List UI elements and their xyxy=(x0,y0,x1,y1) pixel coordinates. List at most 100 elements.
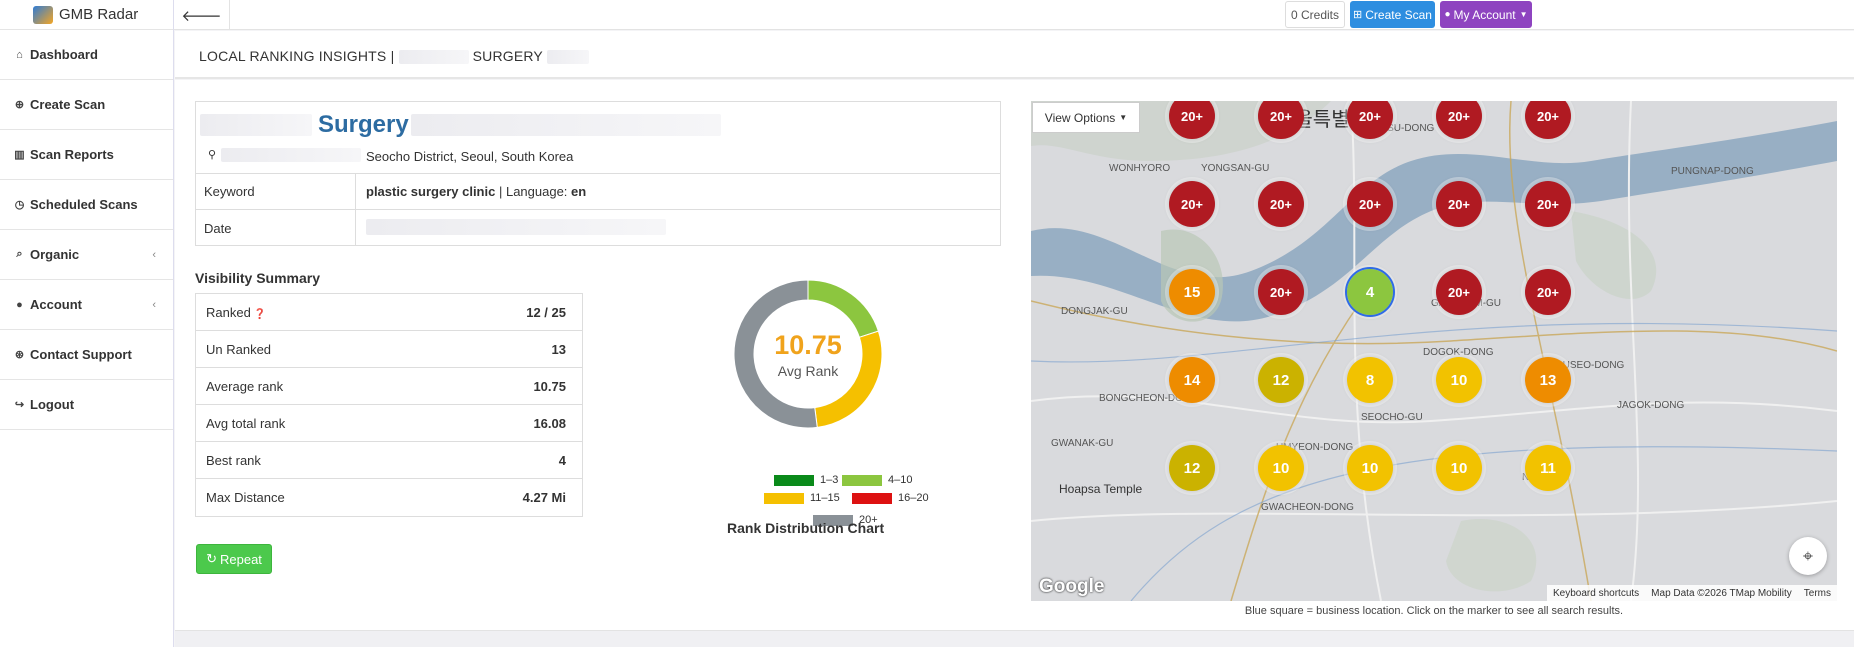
top-bar: 🡐 0 Credits ⊞ Create Scan ● My Account ▼ xyxy=(174,0,1854,30)
rank-marker[interactable]: 20+ xyxy=(1258,101,1304,139)
rank-marker[interactable]: 10 xyxy=(1436,357,1482,403)
rank-marker[interactable]: 11 xyxy=(1525,445,1571,491)
plus-circle-icon: ⊕ xyxy=(14,99,25,111)
rank-marker[interactable]: 12 xyxy=(1169,445,1215,491)
legend-label: 4–10 xyxy=(888,474,913,486)
visibility-summary-table: Ranked ❓ 12 / 25 Un Ranked 13 Average rank 10… xyxy=(195,293,583,517)
google-logo: Google xyxy=(1039,576,1105,597)
map-place-label: GWACHEON-DONG xyxy=(1261,502,1354,513)
legend-swatch xyxy=(774,474,814,486)
map-place-label: DONGJAK-GU xyxy=(1061,306,1128,317)
rank-marker[interactable]: 20+ xyxy=(1169,101,1215,139)
business-name[interactable]: Surgery xyxy=(318,111,409,138)
visibility-row: Max Distance 4.27 Mi xyxy=(196,479,582,516)
brand[interactable]: GMB Radar xyxy=(0,0,173,30)
map-place-label: YONGSAN-GU xyxy=(1201,163,1270,174)
rank-marker[interactable]: 20+ xyxy=(1347,101,1393,139)
redacted-text xyxy=(366,218,666,235)
create-scan-button[interactable]: ⊞ Create Scan xyxy=(1350,1,1435,28)
my-account-button[interactable]: ● My Account ▼ xyxy=(1440,1,1532,28)
terms-link[interactable]: Terms xyxy=(1803,587,1831,599)
recenter-map-button[interactable]: ⌖ xyxy=(1789,537,1827,575)
legend-item[interactable]: 4–10 xyxy=(842,474,912,486)
map-place-label: GWANAK-GU xyxy=(1051,438,1114,449)
sidebar-item-label: Contact Support xyxy=(30,347,132,362)
legend-item[interactable]: 1–3 xyxy=(774,474,838,486)
sidebar-item-label: Logout xyxy=(30,397,75,412)
rank-marker[interactable]: 20+ xyxy=(1436,101,1482,139)
lifebuoy-icon: ⊛ xyxy=(14,349,25,361)
sidebar-item-label: Dashboard xyxy=(30,47,98,62)
back-arrow-button[interactable]: 🡐 xyxy=(174,0,230,30)
visibility-row-value: 4.27 Mi xyxy=(522,490,566,505)
map-note: Blue square = business location. Click o… xyxy=(1244,605,1624,617)
sidebar-item-scheduled-scans[interactable]: ◷ Scheduled Scans xyxy=(0,180,173,230)
legend-item[interactable]: 11–15 xyxy=(764,492,840,504)
rank-marker[interactable]: 10 xyxy=(1258,445,1304,491)
sidebar-item-organic[interactable]: ⌕ Organic ‹ xyxy=(0,230,173,280)
repeat-button[interactable]: ↻ Repeat xyxy=(196,544,272,574)
avg-rank-value: 10.75 xyxy=(774,329,842,360)
sidebar-item-account[interactable]: ● Account ‹ xyxy=(0,280,173,330)
redacted-text xyxy=(200,114,312,136)
rank-marker[interactable]: 20+ xyxy=(1525,269,1571,315)
chart-title: Rank Distribution Chart xyxy=(727,520,885,536)
rank-marker[interactable]: 12 xyxy=(1258,357,1304,403)
language-label: | Language: xyxy=(498,184,568,199)
rank-marker[interactable]: 13 xyxy=(1525,357,1571,403)
rank-marker[interactable]: 20+ xyxy=(1258,181,1304,227)
rank-marker[interactable]: 15 xyxy=(1169,269,1215,315)
map-place-label: WONHYORO xyxy=(1109,163,1171,174)
legend-swatch xyxy=(813,514,853,526)
rank-marker[interactable]: 14 xyxy=(1169,357,1215,403)
rank-marker[interactable]: 8 xyxy=(1347,357,1393,403)
help-icon[interactable]: ❓ xyxy=(250,308,267,320)
page-title: LOCAL RANKING INSIGHTS | SURGERY xyxy=(199,48,589,65)
view-options-button[interactable]: View Options ▼ xyxy=(1032,102,1140,133)
legend-swatch xyxy=(764,492,804,504)
rank-marker[interactable]: 10 xyxy=(1436,445,1482,491)
footer-bar xyxy=(175,630,1854,647)
rank-marker[interactable]: 4 xyxy=(1345,267,1395,317)
sidebar-item-create-scan[interactable]: ⊕ Create Scan xyxy=(0,80,173,130)
map-place-label: PUNGNAP-DONG xyxy=(1671,166,1754,177)
sidebar-item-label: Account xyxy=(30,297,82,312)
arrow-left-icon: 🡐 xyxy=(181,7,222,25)
map-place-label: SUSEO-DONG xyxy=(1556,360,1625,371)
map-place-label: BONGCHEON-DONG xyxy=(1099,393,1198,404)
sidebar-item-contact-support[interactable]: ⊛ Contact Support xyxy=(0,330,173,380)
donut-chart-svg xyxy=(733,279,883,429)
visibility-row: Un Ranked 13 xyxy=(196,331,582,368)
chevron-left-icon: ‹ xyxy=(152,298,156,311)
rank-marker[interactable]: 20+ xyxy=(1169,181,1215,227)
sidebar-item-scan-reports[interactable]: ▥ Scan Reports xyxy=(0,130,173,180)
visibility-row-value: 12 / 25 xyxy=(526,304,566,320)
map-place-label: DOGOK-DONG xyxy=(1423,347,1494,358)
redacted-text xyxy=(546,50,589,65)
sidebar-item-logout[interactable]: ↪ Logout xyxy=(0,380,173,430)
rank-map[interactable]: 서울특별시 SEONGSU-DONG WONHYORO YONGSAN-GU DONGJ… xyxy=(1031,101,1837,601)
rank-marker[interactable]: 20+ xyxy=(1436,181,1482,227)
rank-marker[interactable]: 20+ xyxy=(1436,269,1482,315)
visibility-row-value: 13 xyxy=(551,341,566,357)
legend-item[interactable]: 20+ xyxy=(813,514,878,526)
visibility-row-value: 4 xyxy=(558,452,566,468)
rank-marker[interactable]: 20+ xyxy=(1258,269,1304,315)
keyboard-shortcuts-link[interactable]: Keyboard shortcuts xyxy=(1553,587,1640,599)
rank-marker[interactable]: 20+ xyxy=(1525,101,1571,139)
rank-marker[interactable]: 10 xyxy=(1347,445,1393,491)
logout-icon: ↪ xyxy=(14,399,25,411)
rank-marker[interactable]: 20+ xyxy=(1525,181,1571,227)
donut-slice-20+[interactable] xyxy=(733,279,818,429)
caret-down-icon: ▼ xyxy=(1119,113,1128,122)
redacted-text xyxy=(398,50,469,65)
legend-item[interactable]: 16–20 xyxy=(852,492,929,504)
visibility-row-label: Un Ranked xyxy=(206,341,272,357)
credits-button[interactable]: 0 Credits xyxy=(1285,1,1345,28)
rank-marker[interactable]: 20+ xyxy=(1347,181,1393,227)
user-icon: ● xyxy=(1444,9,1451,20)
visibility-row: Avg total rank 16.08 xyxy=(196,405,582,442)
refresh-icon: ↻ xyxy=(206,551,217,566)
sidebar-item-dashboard[interactable]: ⌂ Dashboard xyxy=(0,30,173,80)
visibility-row-value: 16.08 xyxy=(533,415,566,431)
